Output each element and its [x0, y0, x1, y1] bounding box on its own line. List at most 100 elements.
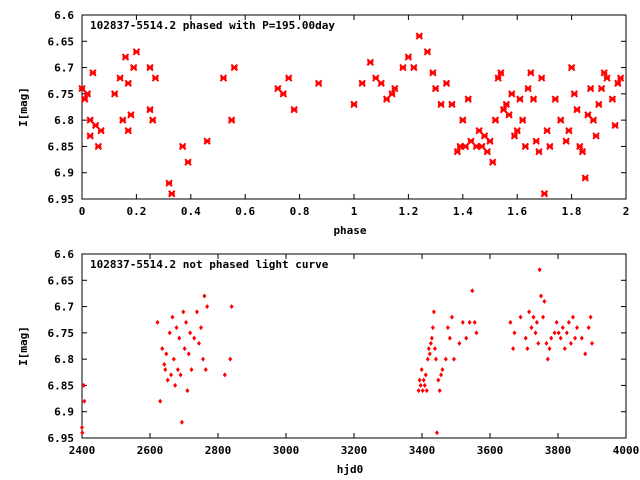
data-point	[516, 95, 524, 103]
data-point	[512, 330, 517, 336]
plot-frame	[81, 253, 627, 439]
data-point	[399, 63, 407, 72]
data-point	[89, 69, 97, 77]
x-tick-label: 1.6	[507, 205, 527, 218]
data-point	[279, 90, 287, 98]
data-point	[186, 351, 191, 357]
data-point	[616, 74, 625, 82]
data-point	[391, 84, 399, 93]
data-point	[160, 346, 165, 352]
data-point	[494, 74, 502, 82]
data-point	[447, 335, 452, 341]
chart-title: 102837-5514.2 phased with P=195.00day	[90, 19, 335, 32]
data-point	[443, 356, 448, 362]
y-tick-label: 6.8	[54, 353, 74, 366]
data-point	[531, 314, 536, 320]
data-point	[182, 346, 187, 352]
data-point	[382, 95, 391, 103]
data-point	[80, 430, 85, 436]
data-point	[425, 356, 430, 362]
data-point	[116, 74, 124, 82]
data-point	[518, 314, 523, 320]
x-tick-label: 0.4	[181, 205, 201, 218]
data-point	[505, 111, 513, 119]
data-point	[155, 319, 160, 325]
data-point	[445, 325, 450, 331]
data-point	[597, 84, 606, 93]
data-point	[562, 346, 567, 352]
data-point	[188, 330, 193, 336]
data-point	[431, 84, 440, 93]
data-point	[560, 325, 565, 331]
x-tick-label: 2800	[205, 444, 232, 457]
data-point	[146, 105, 154, 114]
data-point	[203, 367, 208, 373]
data-point	[178, 142, 187, 151]
data-point	[589, 116, 598, 124]
data-point	[177, 335, 182, 341]
y-tick-label: 6.7	[54, 62, 74, 75]
x-tick-label: 0.6	[235, 205, 255, 218]
data-point	[410, 63, 418, 72]
data-point	[600, 69, 608, 77]
data-point	[163, 367, 168, 373]
data-point	[290, 105, 298, 114]
data-point	[121, 53, 130, 61]
x-axis-ticks: 2400 2600 2800 3000 3200 3400 3600 3800 4000	[69, 254, 639, 457]
data-point	[372, 74, 380, 82]
data-point	[219, 74, 228, 82]
data-point	[568, 340, 573, 346]
data-point	[432, 346, 437, 352]
data-point	[536, 340, 541, 346]
data-point	[461, 142, 470, 151]
data-point	[478, 142, 486, 151]
x-tick-label: 1.4	[453, 205, 473, 218]
data-point	[554, 319, 559, 325]
data-point	[464, 335, 469, 341]
data-point	[523, 335, 528, 341]
data-points	[80, 267, 594, 436]
y-tick-label: 6.6	[54, 9, 74, 22]
data-point	[499, 105, 508, 114]
data-point	[178, 372, 183, 378]
data-point	[464, 95, 472, 103]
data-point	[579, 335, 584, 341]
data-point	[460, 319, 465, 325]
data-point	[470, 288, 475, 294]
data-point	[497, 69, 505, 77]
data-point	[205, 304, 210, 310]
data-point	[513, 126, 521, 135]
data-point	[162, 361, 167, 367]
data-point	[285, 74, 293, 82]
data-point	[429, 335, 434, 341]
data-point	[439, 372, 444, 378]
y-tick-label: 6.8	[54, 114, 74, 127]
data-point	[167, 330, 172, 336]
data-point	[419, 367, 424, 373]
y-tick-label: 6.9	[54, 406, 74, 419]
data-point	[179, 419, 184, 425]
data-point	[474, 330, 479, 336]
data-point	[228, 356, 233, 362]
x-tick-label: 3800	[545, 444, 572, 457]
unphased-light-curve-panel: 2400 2600 2800 3000 3200 3400 3600 3800 4000 6.6…	[17, 248, 639, 476]
data-point	[467, 319, 472, 325]
data-point	[421, 377, 426, 383]
data-point	[158, 398, 163, 404]
data-point	[199, 325, 203, 331]
data-point	[551, 95, 559, 103]
data-point	[127, 111, 135, 119]
data-point	[437, 388, 442, 394]
data-point	[525, 346, 530, 352]
data-point	[168, 190, 176, 198]
data-point	[124, 126, 132, 135]
data-point	[422, 382, 427, 388]
data-point	[164, 351, 169, 357]
data-point	[557, 116, 565, 124]
data-point	[189, 367, 194, 373]
data-point	[547, 346, 552, 352]
data-point	[97, 126, 105, 135]
data-point	[175, 367, 180, 373]
data-point	[388, 90, 396, 98]
data-point	[350, 100, 358, 109]
